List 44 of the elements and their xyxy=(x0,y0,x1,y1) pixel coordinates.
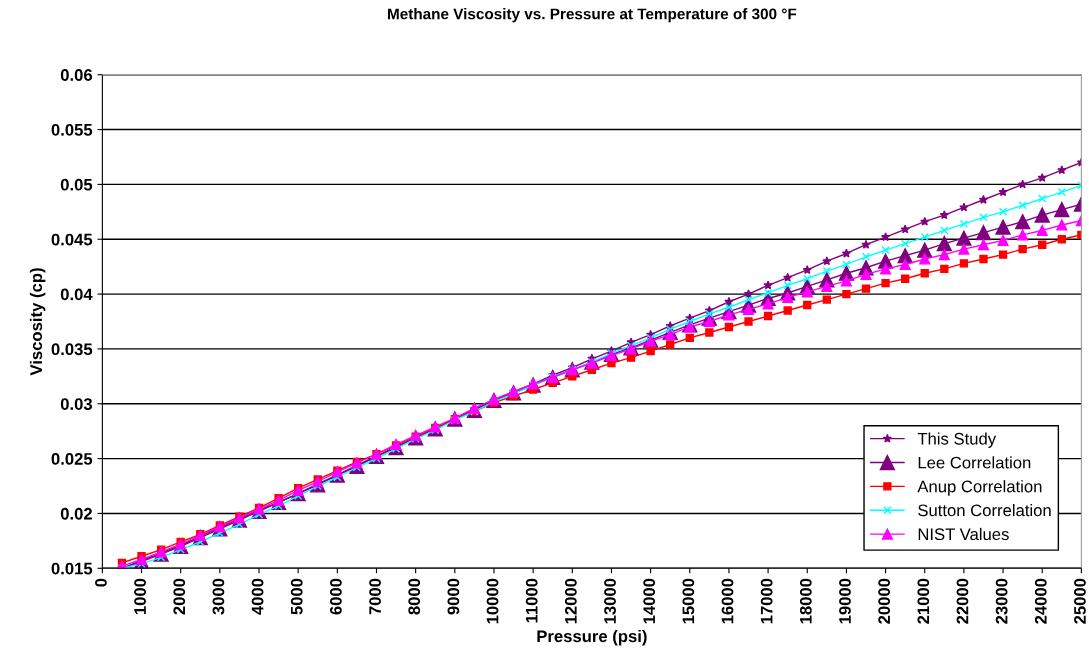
x-tick-label: 23000 xyxy=(995,578,1008,624)
x-tick-label: 16000 xyxy=(721,578,734,624)
y-tick-label: 0.05 xyxy=(60,178,93,191)
x-tick-label: 15000 xyxy=(682,578,695,624)
x-tick-label: 1000 xyxy=(134,578,146,615)
x-tick-label: 12000 xyxy=(564,578,577,624)
y-tick-label: 0.015 xyxy=(51,562,93,575)
x-tick-label: 8000 xyxy=(408,578,421,615)
x-tick-label: 10000 xyxy=(486,578,499,624)
x-tick-label: 4000 xyxy=(251,578,264,615)
x-tick-label: 24000 xyxy=(1034,578,1047,624)
y-tick-label: 0.035 xyxy=(51,343,93,356)
x-tick-label: 19000 xyxy=(839,578,851,624)
y-tick-label: 0.055 xyxy=(51,123,93,136)
x-tick-label: 14000 xyxy=(643,578,656,624)
x-tick-label: 20000 xyxy=(878,578,891,624)
y-tick-label: 0.06 xyxy=(60,69,93,81)
x-tick-label: 11000 xyxy=(525,578,538,623)
legend-label: Lee Correlation xyxy=(918,456,1031,469)
chart-title: Methane Viscosity vs. Pressure at Temperature of 300 °F xyxy=(388,8,797,23)
y-tick-label: 0.04 xyxy=(60,288,93,301)
y-tick-label: 0.045 xyxy=(51,233,93,246)
x-axis-title: Pressure (psi) xyxy=(537,629,647,646)
legend-label: This Study xyxy=(917,432,997,448)
x-tick-label: 18000 xyxy=(799,578,812,624)
x-tick-label: 21000 xyxy=(917,578,930,624)
x-tick-label: 2000 xyxy=(173,578,186,615)
x-tick-label: 25000 xyxy=(1074,578,1086,624)
legend-label: Anup Correlation xyxy=(917,480,1042,496)
y-tick-label: 0.02 xyxy=(60,507,92,520)
x-tick-label: 5000 xyxy=(290,578,303,615)
y-axis-title: Viscosity (cp) xyxy=(29,268,46,376)
x-tick-label: 6000 xyxy=(330,578,342,615)
x-tick-label: 22000 xyxy=(956,578,969,624)
y-tick-label: 0.03 xyxy=(60,398,93,410)
x-tick-label: 13000 xyxy=(604,578,616,624)
x-tick-label: 9000 xyxy=(447,578,460,615)
legend-label: NIST Values xyxy=(918,527,1009,541)
x-tick-label: 0 xyxy=(95,578,107,587)
x-tick-label: 3000 xyxy=(212,578,225,615)
y-tick-label: 0.025 xyxy=(51,453,93,465)
x-tick-label: 17000 xyxy=(760,578,773,624)
x-tick-label: 7000 xyxy=(369,578,381,615)
legend-label: Sutton Correlation xyxy=(918,504,1051,517)
